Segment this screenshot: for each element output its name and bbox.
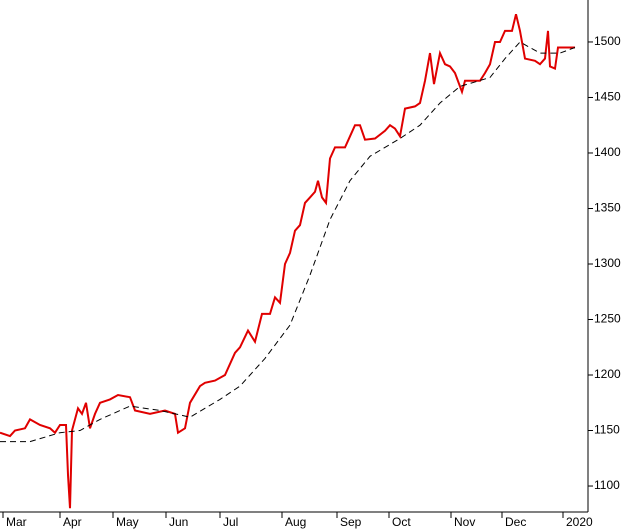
series-line [0, 13, 575, 509]
y-tick-label: 1350 [594, 201, 621, 215]
x-tick-label: Sep [340, 515, 362, 529]
x-tick-label: Nov [454, 515, 475, 529]
y-tick-label: 1200 [594, 367, 621, 381]
x-tick-label: Mar [6, 515, 27, 529]
x-tick-label: Aug [285, 515, 306, 529]
y-tick-label: 1300 [594, 256, 621, 270]
x-tick-label: Dec [505, 515, 526, 529]
x-tick-label: 2020 [566, 515, 593, 529]
y-tick-label: 1150 [594, 423, 620, 437]
y-tick-label: 1450 [594, 90, 621, 104]
x-tick-label: Jul [223, 515, 238, 529]
series-line [0, 41, 576, 443]
y-tick-label: 1400 [594, 145, 621, 159]
x-tick-label: Apr [63, 515, 82, 529]
x-tick-label: May [116, 515, 139, 529]
y-tick-label: 1100 [594, 478, 620, 492]
y-tick-label: 1500 [594, 34, 621, 48]
x-tick-label: Oct [392, 515, 411, 529]
x-tick-label: Jun [169, 515, 188, 529]
y-tick-label: 1250 [594, 312, 621, 326]
